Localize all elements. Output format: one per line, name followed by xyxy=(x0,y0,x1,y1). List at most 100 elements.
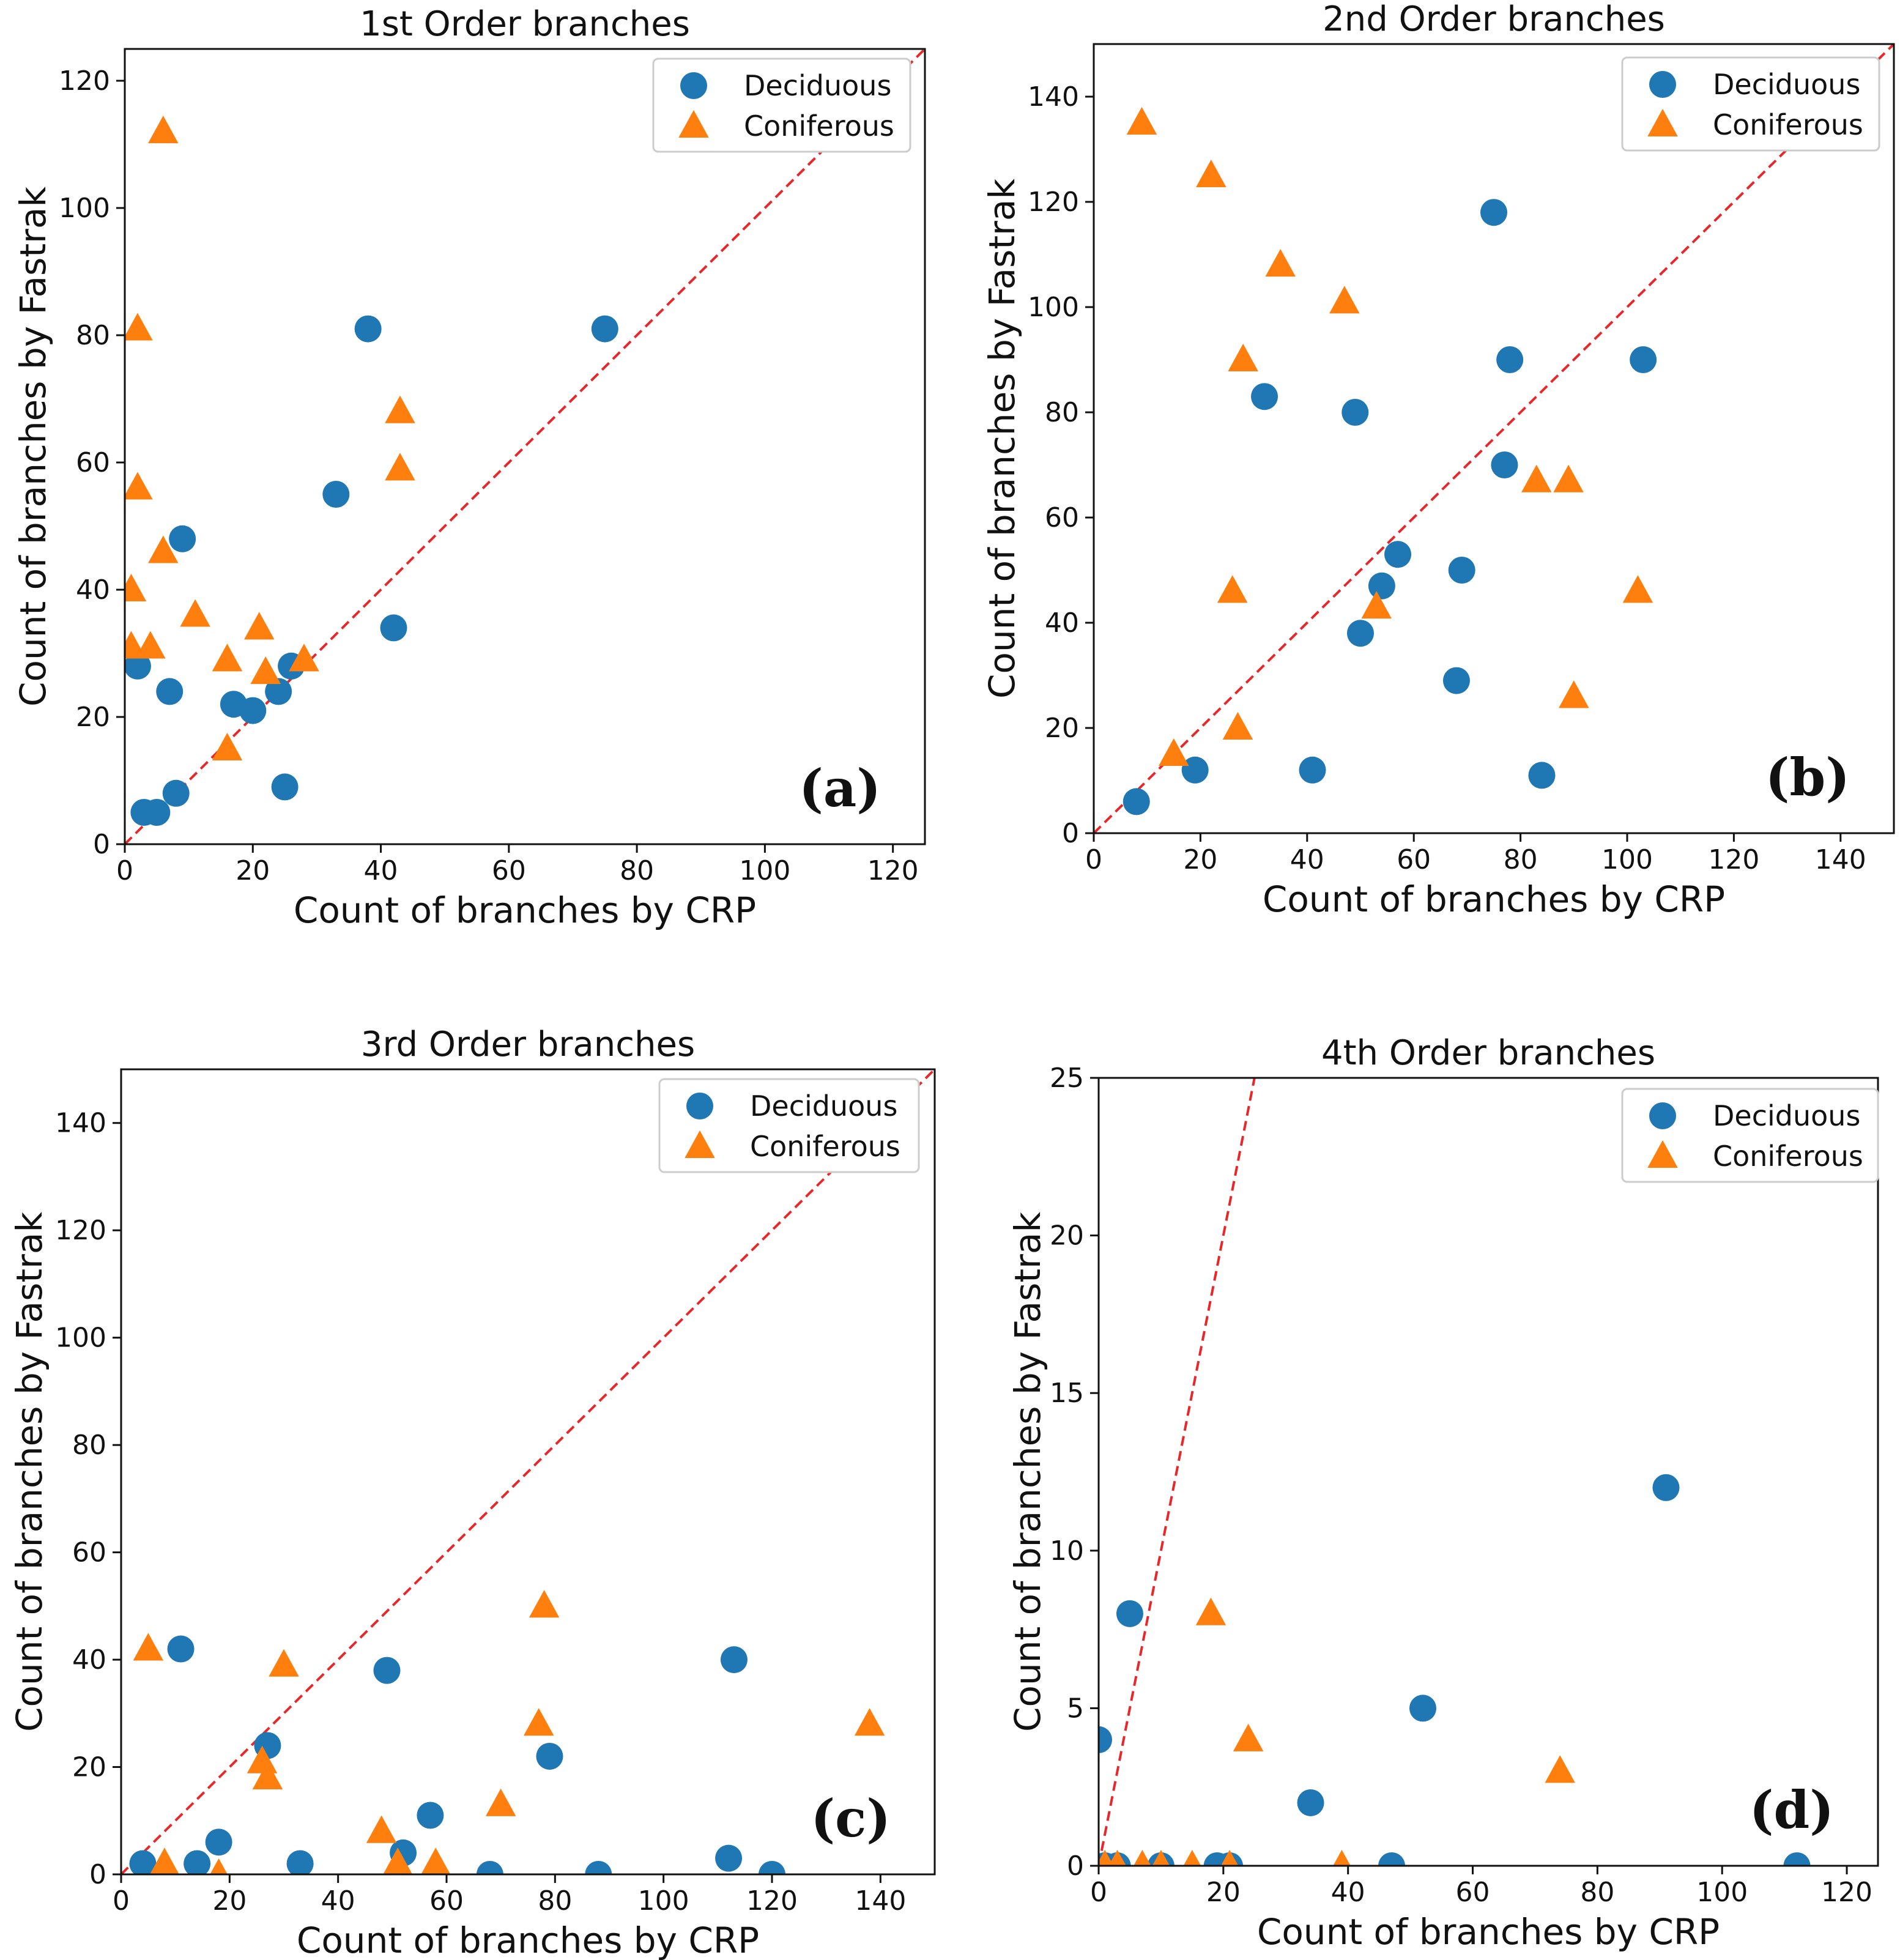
coniferous-point-3 xyxy=(1217,575,1248,603)
plot-frame xyxy=(120,1068,936,1876)
x-tick-label: 100 xyxy=(739,855,790,886)
deciduous-point-0 xyxy=(129,1850,157,1874)
deciduous-point-8 xyxy=(1442,667,1470,694)
coniferous-point-10 xyxy=(1553,464,1584,492)
y-tick-label: 140 xyxy=(1028,81,1079,113)
coniferous-point-12 xyxy=(1622,575,1653,603)
coniferous-point-5 xyxy=(1228,343,1258,371)
coniferous-point-7 xyxy=(1329,286,1360,314)
deciduous-point-5 xyxy=(1347,620,1374,647)
panel-label: (b) xyxy=(1765,747,1850,807)
series-deciduous xyxy=(1123,199,1657,815)
y-tick-label: 25 xyxy=(1050,1063,1084,1094)
coniferous-point-5 xyxy=(1195,1597,1226,1625)
legend: Deciduous Coniferous xyxy=(1621,56,1880,152)
x-tick-label: 120 xyxy=(746,1885,798,1917)
identity-line xyxy=(1099,1078,1256,1866)
identity-line xyxy=(1094,44,1894,833)
series-deciduous xyxy=(1099,1474,1811,1866)
x-tick-label: 120 xyxy=(1708,844,1759,875)
coniferous-point-12 xyxy=(289,644,319,672)
y-tick-label: 80 xyxy=(1045,397,1079,428)
x-tick-label: 80 xyxy=(620,855,654,886)
coniferous-point-0 xyxy=(133,1633,164,1661)
series-coniferous xyxy=(1099,1597,1575,1866)
legend-box xyxy=(1621,1088,1879,1183)
coniferous-point-4 xyxy=(135,631,166,659)
y-tick-label: 140 xyxy=(55,1108,106,1139)
legend-marker-deciduous xyxy=(686,1093,713,1119)
deciduous-point-9 xyxy=(1448,557,1475,584)
deciduous-point-5 xyxy=(169,525,196,552)
y-axis-label: Count of branches by Fastrak xyxy=(12,187,54,707)
legend-label-coniferous: Coniferous xyxy=(750,1130,900,1163)
legend-marker-deciduous xyxy=(1649,1102,1676,1129)
legend-marker-coniferous xyxy=(678,110,709,138)
series-deciduous xyxy=(125,315,618,826)
y-tick-label: 100 xyxy=(55,1323,106,1354)
deciduous-point-6 xyxy=(373,1657,401,1684)
legend-label-deciduous: Deciduous xyxy=(1713,68,1860,101)
x-tick-label: 140 xyxy=(1815,844,1866,875)
x-tick-label: 0 xyxy=(113,1885,130,1917)
deciduous-point-6 xyxy=(1368,572,1395,600)
x-tick-label: 40 xyxy=(321,1885,355,1917)
coniferous-point-10 xyxy=(243,612,275,640)
x-tick-label: 100 xyxy=(1696,1877,1748,1908)
y-axis-label: Count of branches by Fastrak xyxy=(1007,1212,1048,1732)
deciduous-point-7 xyxy=(1384,541,1412,568)
coniferous-point-11 xyxy=(1559,680,1589,708)
x-tick-label: 100 xyxy=(1601,844,1653,875)
deciduous-point-12 xyxy=(715,1844,743,1872)
y-tick-label: 0 xyxy=(1062,818,1079,849)
chart-title: 2nd Order branches xyxy=(1323,0,1665,39)
x-tick-label: 60 xyxy=(429,1885,464,1917)
legend: Deciduous Coniferous xyxy=(1621,1088,1879,1183)
plot-frame xyxy=(1097,1077,1879,1867)
deciduous-point-0 xyxy=(1099,1726,1112,1753)
x-tick-label: 60 xyxy=(1397,844,1431,875)
legend-marker-deciduous xyxy=(680,72,707,99)
y-tick-label: 60 xyxy=(76,447,110,478)
x-tick-label: 40 xyxy=(1331,1877,1365,1908)
legend-label-coniferous: Coniferous xyxy=(1713,108,1863,141)
y-tick-label: 120 xyxy=(1028,187,1079,218)
y-tick-label: 20 xyxy=(1050,1220,1084,1252)
x-tick-label: 120 xyxy=(867,855,919,886)
deciduous-point-7 xyxy=(239,697,267,724)
y-tick-label: 5 xyxy=(1067,1693,1084,1724)
legend-marker-deciduous xyxy=(1649,71,1676,98)
legend-label-deciduous: Deciduous xyxy=(750,1090,897,1123)
legend-label-coniferous: Coniferous xyxy=(744,110,894,143)
deciduous-point-9 xyxy=(476,1861,503,1874)
y-tick-label: 60 xyxy=(72,1537,106,1568)
coniferous-point-9 xyxy=(1521,464,1552,492)
coniferous-point-4 xyxy=(252,1761,283,1790)
coniferous-point-6 xyxy=(1220,1849,1239,1866)
coniferous-point-1 xyxy=(1159,738,1189,766)
coniferous-point-8 xyxy=(421,1847,451,1874)
y-tick-label: 40 xyxy=(72,1644,106,1676)
coniferous-point-2 xyxy=(1196,159,1226,187)
y-tick-label: 20 xyxy=(76,702,110,733)
deciduous-point-10 xyxy=(536,1742,563,1770)
deciduous-point-12 xyxy=(354,315,382,343)
deciduous-point-13 xyxy=(720,1646,748,1674)
deciduous-point-2 xyxy=(143,799,171,826)
x-tick-label: 80 xyxy=(1580,1877,1614,1908)
y-axis-label: Count of branches by Fastrak xyxy=(9,1212,50,1732)
coniferous-point-3 xyxy=(1152,1849,1170,1866)
x-tick-label: 20 xyxy=(1183,844,1217,875)
x-axis-label: Count of branches by CRP xyxy=(294,889,756,931)
coniferous-point-13 xyxy=(385,395,415,423)
x-tick-label: 120 xyxy=(1821,1877,1872,1908)
coniferous-point-7 xyxy=(383,1847,413,1874)
y-tick-label: 120 xyxy=(59,65,110,97)
x-tick-label: 80 xyxy=(538,1885,572,1917)
coniferous-point-7 xyxy=(180,599,210,627)
deciduous-point-14 xyxy=(591,315,618,343)
y-tick-label: 80 xyxy=(76,320,110,351)
coniferous-point-0 xyxy=(125,573,147,601)
coniferous-point-2 xyxy=(125,313,153,341)
chart-panel-1: 1st Order branches 0 20 40 60 80 100 120 0 20 40 60… xyxy=(12,4,926,931)
